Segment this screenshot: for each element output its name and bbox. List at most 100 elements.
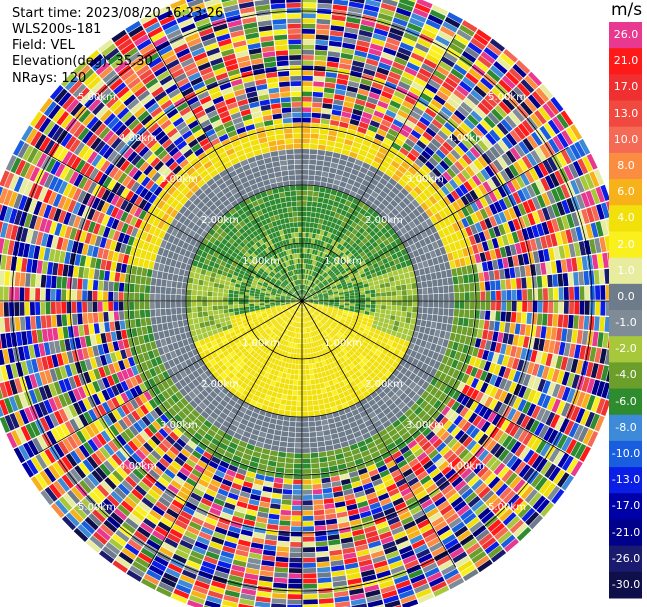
range-gate	[331, 14, 346, 22]
range-gate	[593, 169, 605, 186]
range-gate	[331, 246, 337, 252]
range-gate	[435, 476, 447, 487]
range-gate	[368, 340, 375, 347]
range-gate	[355, 131, 366, 139]
range-gate	[579, 286, 585, 300]
range-gate	[238, 539, 251, 547]
range-gate	[418, 423, 428, 433]
range-gate	[302, 49, 315, 55]
range-gate	[415, 419, 425, 430]
range-gate	[454, 444, 466, 456]
range-gate	[347, 315, 353, 320]
range-gate	[443, 293, 449, 301]
range-gate	[484, 372, 493, 384]
range-gate	[370, 347, 377, 354]
range-gate	[529, 264, 537, 276]
range-gate	[372, 360, 380, 368]
range-gate	[591, 396, 601, 413]
range-gate	[320, 181, 327, 188]
range-gate	[344, 346, 351, 352]
range-gate	[352, 314, 359, 319]
range-gate	[326, 523, 339, 530]
range-gate	[333, 443, 342, 450]
range-gate	[427, 142, 439, 153]
range-gate	[337, 312, 343, 317]
range-gate	[495, 483, 509, 497]
range-gate	[506, 438, 518, 451]
range-gate	[372, 353, 379, 361]
range-gate	[502, 222, 511, 234]
range-gate	[412, 306, 418, 313]
range-gate	[343, 423, 351, 431]
range-gate	[501, 290, 507, 301]
range-gate	[429, 541, 444, 553]
range-gate	[347, 343, 353, 350]
range-gate	[427, 287, 433, 294]
range-gate	[309, 288, 314, 293]
range-gate	[420, 319, 427, 327]
range-gate	[329, 332, 334, 338]
range-gate	[327, 391, 333, 398]
range-gate	[394, 12, 410, 22]
range-gate	[313, 325, 317, 331]
range-gate	[305, 359, 309, 365]
range-gate	[493, 201, 503, 213]
range-gate	[548, 447, 561, 463]
range-gate	[575, 408, 586, 424]
range-gate	[366, 274, 373, 280]
range-gate	[400, 161, 411, 170]
range-gate	[294, 369, 299, 375]
range-gate	[398, 511, 412, 521]
range-gate	[568, 163, 579, 179]
range-gate	[431, 546, 446, 557]
range-gate	[378, 146, 388, 155]
range-gate	[328, 279, 334, 284]
range-gate	[317, 262, 322, 268]
range-gate	[314, 239, 319, 245]
range-gate	[248, 438, 257, 446]
range-gate	[333, 247, 339, 254]
range-gate	[328, 368, 335, 375]
range-gate	[309, 270, 312, 276]
range-gate	[303, 307, 305, 312]
range-gate	[311, 336, 316, 342]
range-gate	[515, 60, 531, 75]
range-gate	[304, 343, 307, 349]
range-gate	[531, 363, 540, 377]
range-gate	[349, 303, 355, 307]
range-gate	[570, 358, 579, 373]
range-gate	[365, 589, 381, 598]
range-gate	[323, 336, 328, 343]
range-gate	[294, 458, 302, 464]
range-gate	[321, 319, 326, 324]
range-gate	[187, 599, 204, 607]
range-gate	[411, 199, 420, 208]
range-gate	[260, 565, 275, 572]
range-gate	[417, 346, 425, 354]
range-gate	[229, 487, 241, 496]
range-gate	[532, 210, 541, 224]
range-gate	[432, 257, 439, 266]
range-gate	[302, 96, 312, 102]
range-gate	[388, 402, 397, 411]
range-gate	[334, 302, 340, 305]
range-gate	[240, 529, 253, 537]
range-gate	[308, 170, 316, 176]
range-gate	[260, 496, 271, 503]
range-gate	[352, 360, 359, 367]
range-gate	[347, 195, 354, 203]
range-gate	[316, 24, 330, 30]
range-gate	[493, 142, 505, 156]
range-gate	[535, 263, 542, 276]
range-gate	[398, 414, 408, 423]
range-gate	[348, 246, 354, 252]
range-gate	[400, 218, 408, 227]
range-gate	[481, 152, 492, 165]
range-gate	[416, 0, 433, 9]
range-gate	[466, 114, 479, 126]
range-gate	[318, 592, 334, 599]
range-gate	[485, 149, 497, 162]
range-gate	[297, 327, 300, 333]
range-gate	[423, 301, 428, 308]
range-gate	[415, 338, 422, 346]
